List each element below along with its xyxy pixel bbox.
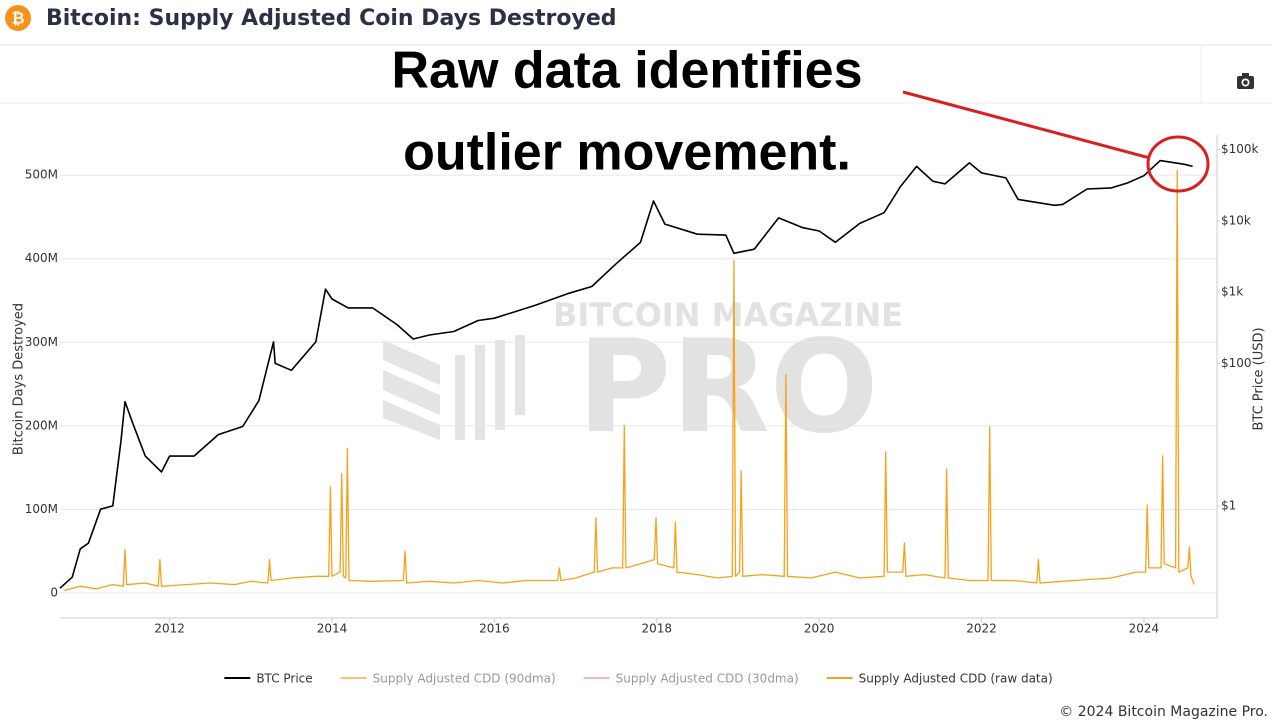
legend-label: Supply Adjusted CDD (30dma) [616, 672, 799, 686]
legend-item[interactable]: Supply Adjusted CDD (raw data) [826, 672, 1053, 686]
x-tick-label: 2020 [804, 622, 835, 636]
legend-label: Supply Adjusted CDD (90dma) [373, 672, 556, 686]
x-tick-label: 2018 [641, 622, 672, 636]
watermark-pro: PRO [577, 313, 878, 462]
copyright: © 2024 Bitcoin Magazine Pro. [1059, 704, 1268, 720]
y-tick-label: 200M [25, 418, 58, 432]
bitcoin-icon [5, 5, 31, 31]
annotation-circle [1146, 135, 1210, 193]
y-tick-label: 400M [25, 251, 58, 265]
x-tick-label: 2022 [966, 622, 997, 636]
page-title: Bitcoin: Supply Adjusted Coin Days Destr… [46, 6, 617, 31]
y2-tick-label: $100 [1221, 356, 1252, 370]
y2-tick-label: $1 [1221, 498, 1236, 512]
legend-label: BTC Price [256, 672, 312, 686]
bitcoin-icon-glyph: ₿ [11, 9, 24, 28]
legend-item[interactable]: Supply Adjusted CDD (90dma) [340, 672, 556, 686]
x-tick-label: 2014 [317, 622, 348, 636]
legend-item[interactable]: Supply Adjusted CDD (30dma) [583, 672, 799, 686]
annotation-line: Raw data identifies [392, 42, 863, 100]
x-tick-label: 2024 [1129, 622, 1160, 636]
y-axis-label: Bitcoin Days Destroyed [12, 303, 27, 455]
annotation-arrow [902, 90, 1151, 160]
y2-tick-label: $10k [1221, 213, 1251, 227]
watermark: BITCOIN MAGAZINE PRO [383, 296, 903, 462]
y2-axis-label: BTC Price (USD) [1252, 327, 1267, 430]
watermark-brand: BITCOIN MAGAZINE [553, 296, 903, 334]
y-tick-label: 300M [25, 335, 58, 349]
series-line [59, 159, 1193, 589]
legend-label: Supply Adjusted CDD (raw data) [859, 672, 1053, 686]
y-tick-label: 500M [25, 168, 58, 182]
legend-item[interactable]: BTC Price [224, 672, 313, 686]
y2-tick-label: $1k [1221, 285, 1243, 299]
y-tick-label: 100M [25, 502, 58, 516]
y2-tick-label: $100k [1221, 142, 1259, 156]
annotation-line: outlier movement. [403, 124, 851, 182]
y-tick-label: 0 [50, 586, 58, 600]
camera-button[interactable] [1237, 73, 1254, 89]
x-tick-label: 2012 [154, 622, 185, 636]
x-tick-label: 2016 [479, 622, 510, 636]
series-line [63, 169, 1195, 592]
